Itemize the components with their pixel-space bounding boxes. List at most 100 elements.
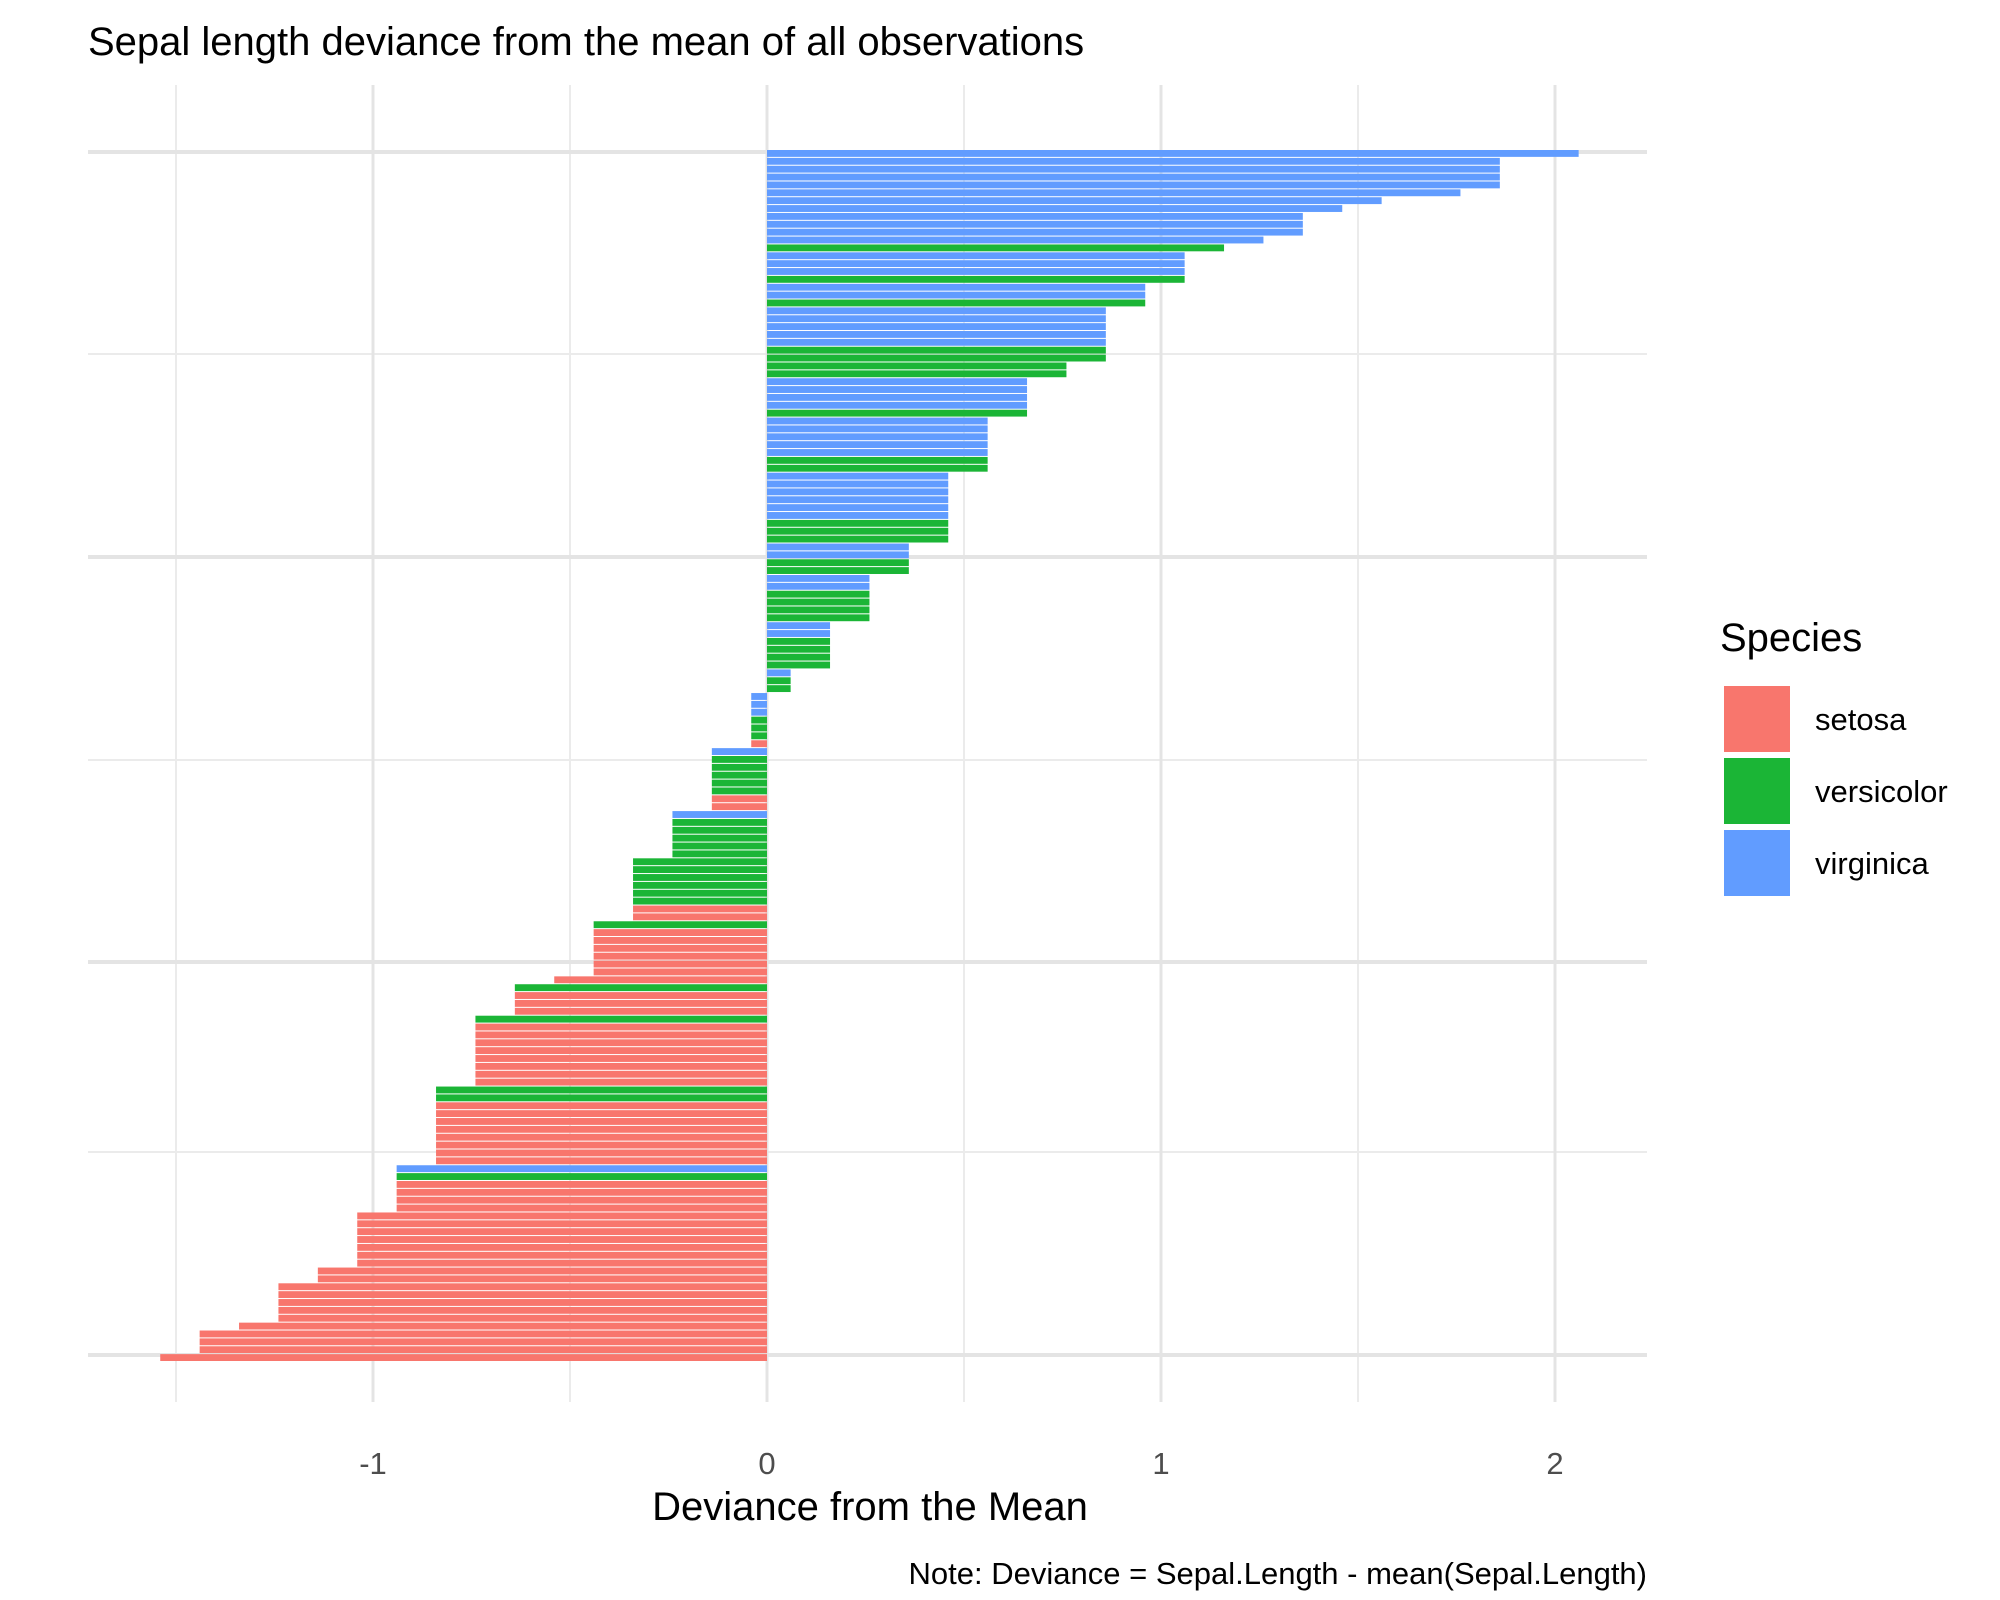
bar-virginica xyxy=(767,480,949,488)
bar-versicolor xyxy=(751,724,767,732)
bar-setosa xyxy=(199,1346,767,1354)
bar-setosa xyxy=(357,1212,767,1220)
bar-versicolor xyxy=(475,1015,767,1023)
bar-versicolor xyxy=(767,299,1146,307)
bar-setosa xyxy=(278,1283,767,1291)
legend-swatch-virginica xyxy=(1724,830,1790,896)
bar-versicolor xyxy=(672,850,767,858)
bar-setosa xyxy=(396,1204,767,1212)
legend-title: Species xyxy=(1720,616,1862,660)
bar-versicolor xyxy=(711,779,767,787)
bar-versicolor xyxy=(633,866,767,874)
bar-virginica xyxy=(767,393,1028,401)
bar-versicolor xyxy=(767,559,909,567)
bar-virginica xyxy=(767,283,1146,291)
bar-virginica xyxy=(767,181,1500,189)
bar-setosa xyxy=(514,1007,767,1015)
chart-caption: Note: Deviance = Sepal.Length - mean(Sep… xyxy=(909,1556,1647,1591)
bar-virginica xyxy=(767,543,909,551)
bar-virginica xyxy=(767,323,1106,331)
bar-virginica xyxy=(767,338,1106,346)
bar-setosa xyxy=(554,976,767,984)
bar-versicolor xyxy=(767,346,1106,354)
bar-virginica xyxy=(767,291,1146,299)
legend-swatch-setosa xyxy=(1724,686,1790,752)
bar-versicolor xyxy=(767,637,831,645)
bar-setosa xyxy=(514,992,767,999)
bar-versicolor xyxy=(633,874,767,881)
bar-setosa xyxy=(593,937,767,944)
bar-virginica xyxy=(767,173,1500,181)
x-tick-label: -1 xyxy=(359,1446,387,1481)
bar-virginica xyxy=(767,386,1028,393)
bar-setosa xyxy=(278,1291,767,1299)
bar-virginica xyxy=(711,748,767,755)
bar-versicolor xyxy=(633,858,767,866)
bar-virginica xyxy=(672,811,767,818)
bar-versicolor xyxy=(767,519,949,527)
bar-setosa xyxy=(436,1141,767,1149)
bar-setosa xyxy=(199,1338,767,1346)
bar-setosa xyxy=(475,1055,767,1062)
bar-virginica xyxy=(396,1165,767,1173)
bar-setosa xyxy=(317,1275,767,1283)
bar-virginica xyxy=(767,417,988,425)
bar-versicolor xyxy=(593,921,767,929)
bar-versicolor xyxy=(767,614,870,622)
bar-setosa xyxy=(475,1062,767,1070)
bar-virginica xyxy=(767,157,1500,165)
bar-setosa xyxy=(357,1259,767,1267)
bar-versicolor xyxy=(767,354,1106,362)
legend: Species setosa versicolor virginica xyxy=(1720,616,1948,896)
bar-versicolor xyxy=(767,567,909,574)
bar-setosa xyxy=(475,1031,767,1039)
bar-versicolor xyxy=(514,984,767,992)
bar-setosa xyxy=(278,1306,767,1314)
bar-versicolor xyxy=(767,409,1028,417)
bar-versicolor xyxy=(767,653,831,661)
bar-setosa xyxy=(475,1047,767,1055)
bar-virginica xyxy=(751,693,767,700)
bar-versicolor xyxy=(751,732,767,740)
bar-virginica xyxy=(767,205,1343,212)
bar-versicolor xyxy=(767,606,870,614)
bar-setosa xyxy=(593,929,767,937)
x-tick-label: 0 xyxy=(758,1446,775,1481)
chart-title: Sepal length deviance from the mean of a… xyxy=(88,20,1084,64)
bar-versicolor xyxy=(767,535,949,543)
x-tick-labels: -1 0 1 2 xyxy=(359,1446,1563,1481)
bar-versicolor xyxy=(672,842,767,850)
bar-virginica xyxy=(751,700,767,708)
bar-setosa xyxy=(633,913,767,921)
bar-setosa xyxy=(357,1228,767,1236)
bar-versicolor xyxy=(767,685,791,693)
bar-virginica xyxy=(767,197,1382,205)
bar-virginica xyxy=(767,331,1106,338)
bar-versicolor xyxy=(767,527,949,535)
bar-virginica xyxy=(767,551,909,559)
bar-virginica xyxy=(767,228,1303,236)
bar-setosa xyxy=(357,1236,767,1243)
bar-setosa xyxy=(711,803,767,811)
bar-versicolor xyxy=(633,881,767,889)
bar-versicolor xyxy=(711,763,767,771)
bar-setosa xyxy=(436,1118,767,1125)
bar-versicolor xyxy=(767,464,988,472)
bar-virginica xyxy=(767,189,1461,197)
bar-versicolor xyxy=(633,897,767,905)
bar-versicolor xyxy=(711,756,767,763)
bar-virginica xyxy=(767,268,1185,275)
bar-setosa xyxy=(396,1196,767,1204)
bar-setosa xyxy=(278,1314,767,1322)
bar-setosa xyxy=(199,1330,767,1338)
bar-setosa xyxy=(593,944,767,952)
bar-versicolor xyxy=(436,1094,767,1102)
bar-virginica xyxy=(767,574,870,582)
bar-virginica xyxy=(767,441,988,449)
bar-virginica xyxy=(767,472,949,480)
x-tick-label: 1 xyxy=(1152,1446,1169,1481)
bar-versicolor xyxy=(767,661,831,669)
bar-versicolor xyxy=(672,834,767,842)
x-tick-label: 2 xyxy=(1546,1446,1563,1481)
bar-setosa xyxy=(357,1220,767,1228)
